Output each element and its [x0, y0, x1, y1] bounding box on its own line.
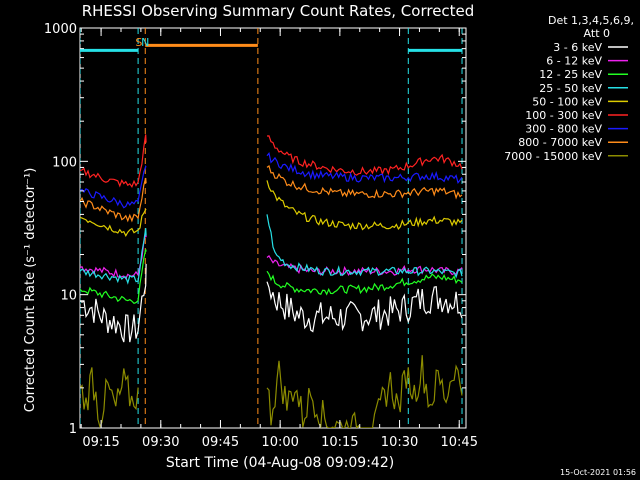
x-tick-label: 10:00: [261, 435, 298, 450]
legend-entry-label: 100 - 300 keV: [525, 109, 602, 122]
annotation-layer: [80, 28, 463, 428]
series-line: [80, 214, 463, 285]
series-path: [80, 367, 139, 428]
series-path: [80, 177, 147, 223]
series-line: [80, 180, 463, 237]
x-axis-label: Start Time (04-Aug-08 09:09:42): [166, 455, 394, 471]
legend-entry-label: 7000 - 15000 keV: [504, 150, 602, 163]
series-path: [266, 214, 463, 279]
y-tick-label: 1000: [44, 22, 77, 37]
series-path: [266, 151, 463, 185]
x-tick-label: 10:30: [381, 435, 418, 450]
series-path: [266, 135, 463, 176]
flag-marker-label: S: [135, 36, 142, 49]
y-tick-label: 1: [69, 422, 77, 437]
y-tick-label: 100: [52, 155, 77, 170]
legend-entry-label: 800 - 7000 keV: [518, 136, 602, 149]
series-path: [80, 249, 147, 304]
legend-entry-label: 3 - 6 keV: [553, 41, 602, 54]
x-tick-label: 10:45: [441, 435, 478, 450]
x-tick-label: 10:15: [321, 435, 358, 450]
series-line: [80, 134, 463, 188]
x-tick-label: 09:30: [142, 435, 179, 450]
y-axis-label: Corrected Count Rate (s⁻¹ detector⁻¹): [23, 168, 38, 413]
series-path: [266, 355, 463, 428]
legend-header-line: Det 1,3,4,5,6,9,: [548, 14, 634, 27]
series-path: [80, 233, 147, 280]
series-line: [80, 263, 463, 343]
series-path: [80, 164, 147, 209]
legend-entry-label: 6 - 12 keV: [546, 55, 602, 68]
legend-entry-label: 50 - 100 keV: [532, 95, 602, 108]
y-tick-label: 10: [60, 289, 77, 304]
x-tick-label: 09:45: [202, 435, 239, 450]
series-line: [80, 355, 463, 428]
series-path: [80, 134, 147, 188]
series-line: [80, 165, 463, 223]
flag-marker-label: N: [141, 36, 149, 49]
series-path: [266, 180, 463, 231]
legend-entry-label: 300 - 800 keV: [525, 123, 602, 136]
legend-header-line: Att 0: [584, 27, 610, 40]
series-layer: [80, 134, 463, 428]
series-path: [80, 208, 147, 237]
series-path: [266, 165, 463, 200]
series-path: [266, 270, 463, 296]
series-path: [266, 281, 463, 333]
x-tick-label: 09:15: [82, 435, 119, 450]
footer-timestamp: 15-Oct-2021 01:56: [560, 468, 636, 477]
axis-layer: 1 10 100 1000 09:15 09:30 09:45 10:00 10:15 10:30…: [44, 22, 478, 450]
legend-entry-label: 25 - 50 keV: [539, 82, 602, 95]
series-line: [80, 151, 463, 209]
series-path: [80, 228, 147, 285]
legend-entry-label: 12 - 25 keV: [539, 68, 602, 81]
chart-title: RHESSI Observing Summary Count Rates, Co…: [82, 2, 475, 20]
series-path: [80, 263, 147, 343]
series-line: [80, 249, 463, 304]
